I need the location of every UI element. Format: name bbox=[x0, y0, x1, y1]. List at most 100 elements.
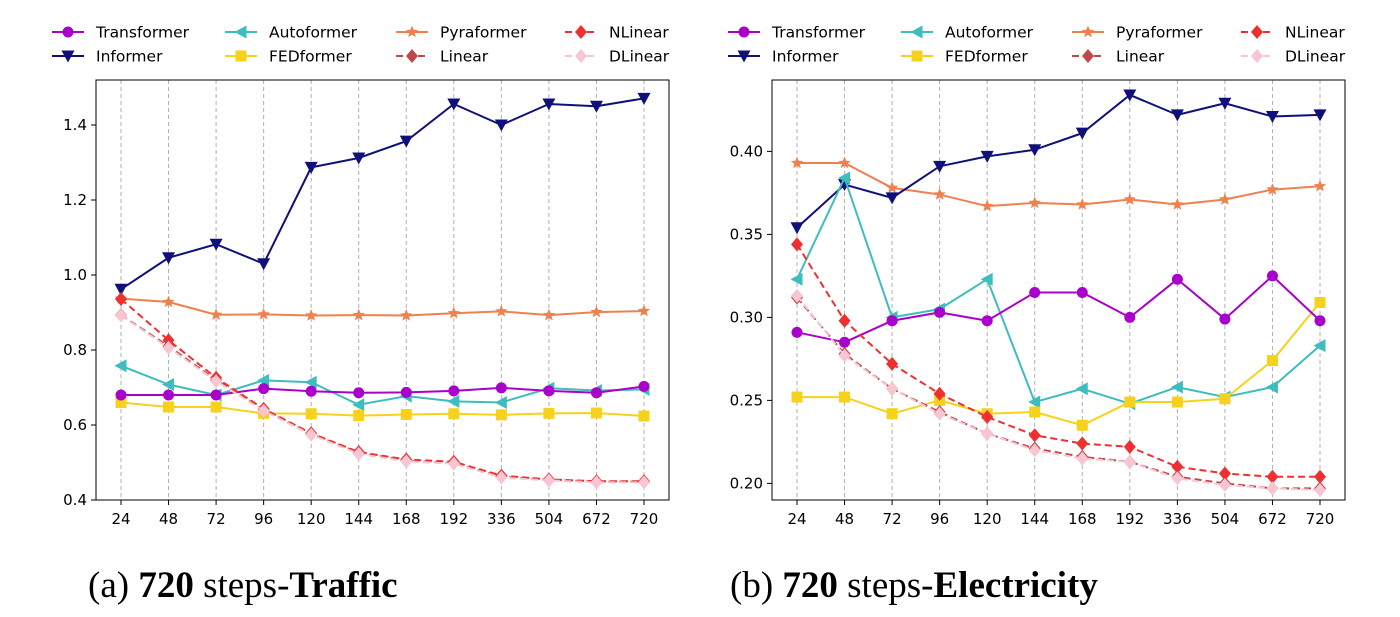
x-tick-label: 24 bbox=[111, 510, 130, 528]
point-autoformer-144 bbox=[1028, 395, 1041, 409]
caption-mid: steps- bbox=[847, 565, 933, 606]
legend-item-linear: Linear bbox=[396, 48, 489, 66]
y-tick-label: 0.30 bbox=[730, 308, 763, 326]
legend-label: Linear bbox=[440, 48, 489, 66]
series-line-dlinear bbox=[796, 295, 1321, 492]
point-transformer-168 bbox=[400, 386, 412, 398]
legend-item-autoformer: Autoformer bbox=[225, 24, 358, 42]
point-dlinear-144 bbox=[1028, 443, 1041, 458]
point-fedformer-504 bbox=[1219, 393, 1231, 405]
point-fedformer-48 bbox=[839, 391, 851, 403]
caption-electricity: (b) 720 steps-Electricity bbox=[730, 565, 1098, 606]
point-dlinear-720 bbox=[1314, 483, 1326, 498]
point-dlinear-192 bbox=[1123, 454, 1136, 469]
legend-marker bbox=[1082, 49, 1094, 63]
series-line-dlinear bbox=[120, 314, 644, 484]
x-tick-label: 504 bbox=[1211, 510, 1240, 528]
x-tick-label: 72 bbox=[207, 510, 226, 528]
series-informer bbox=[114, 92, 651, 296]
point-nlinear-144 bbox=[1028, 428, 1041, 443]
point-transformer-672 bbox=[590, 387, 602, 399]
legend-marker bbox=[62, 26, 74, 38]
point-informer-720 bbox=[637, 92, 651, 105]
point-transformer-168 bbox=[1076, 286, 1088, 298]
legend-label: Informer bbox=[96, 48, 163, 66]
point-fedformer-120 bbox=[305, 408, 317, 420]
legend-item-fedformer: FEDformer bbox=[225, 48, 352, 66]
point-informer-120 bbox=[304, 161, 318, 174]
caption-space bbox=[773, 565, 782, 606]
point-informer-144 bbox=[1028, 144, 1042, 157]
y-axis: 0.20 0.25 0.30 0.35 0.40 bbox=[730, 142, 772, 492]
point-autoformer-24 bbox=[790, 272, 803, 286]
point-nlinear-24 bbox=[115, 292, 127, 306]
y-tick-label: 0.8 bbox=[63, 341, 87, 359]
point-fedformer-504 bbox=[543, 407, 555, 419]
point-dlinear-48 bbox=[838, 348, 851, 363]
point-dlinear-672 bbox=[590, 475, 603, 490]
legend: Transformer Autoformer Pyraformer NLinear In… bbox=[52, 24, 670, 66]
y-tick-label: 1.0 bbox=[63, 266, 87, 284]
point-informer-504 bbox=[1218, 97, 1232, 110]
point-fedformer-336 bbox=[1171, 396, 1183, 408]
point-fedformer-672 bbox=[590, 407, 602, 419]
point-fedformer-144 bbox=[353, 410, 365, 422]
point-autoformer-120 bbox=[304, 375, 317, 389]
series-linear bbox=[115, 308, 650, 489]
legend-label: NLinear bbox=[609, 24, 669, 42]
point-fedformer-72 bbox=[886, 408, 898, 420]
legend-label: DLinear bbox=[1285, 48, 1346, 66]
x-tick-label: 168 bbox=[392, 510, 421, 528]
caption-space bbox=[194, 565, 203, 606]
caption-bold1: 720 bbox=[782, 565, 838, 606]
point-pyraformer-336 bbox=[1171, 198, 1184, 210]
legend-label: DLinear bbox=[609, 48, 670, 66]
point-transformer-96 bbox=[258, 383, 270, 395]
point-informer-96 bbox=[257, 258, 271, 271]
point-pyraformer-96 bbox=[933, 188, 946, 200]
point-nlinear-168 bbox=[1076, 436, 1089, 451]
point-fedformer-192 bbox=[1124, 396, 1136, 408]
legend-marker bbox=[406, 49, 418, 63]
chart-electricity: 24 48 72 96 120 144 168 192 336 504 672 720 0.20 0.25… bbox=[728, 24, 1346, 606]
series-autoformer bbox=[790, 171, 1326, 411]
point-dlinear-24 bbox=[791, 288, 803, 303]
x-tick-label: 672 bbox=[1258, 510, 1287, 528]
point-transformer-120 bbox=[305, 385, 317, 397]
x-tick-label: 720 bbox=[630, 510, 659, 528]
point-nlinear-672 bbox=[1266, 469, 1279, 484]
point-pyraformer-72 bbox=[885, 181, 899, 194]
point-transformer-192 bbox=[1124, 311, 1136, 323]
point-pyraformer-336 bbox=[495, 304, 508, 317]
point-dlinear-144 bbox=[352, 446, 365, 461]
point-fedformer-336 bbox=[495, 409, 507, 421]
legend: Transformer Autoformer Pyraformer NLinear In… bbox=[728, 24, 1346, 66]
series-pyraformer bbox=[790, 156, 1327, 212]
caption-prefix: (a) bbox=[88, 565, 129, 606]
point-pyraformer-168 bbox=[400, 309, 413, 321]
series-line-nlinear bbox=[796, 243, 1320, 478]
x-tick-label: 96 bbox=[930, 510, 949, 528]
point-nlinear-120 bbox=[981, 409, 994, 424]
point-pyraformer-144 bbox=[352, 308, 365, 321]
point-pyraformer-192 bbox=[447, 306, 461, 319]
plot-frame bbox=[95, 79, 670, 501]
caption-space bbox=[838, 565, 847, 606]
point-dlinear-96 bbox=[933, 406, 946, 421]
point-dlinear-336 bbox=[1171, 471, 1184, 486]
legend-marker bbox=[1251, 49, 1263, 63]
point-transformer-504 bbox=[1219, 313, 1231, 325]
legend-marker bbox=[234, 25, 247, 39]
series-transformer bbox=[115, 380, 650, 401]
point-fedformer-48 bbox=[163, 401, 175, 413]
point-nlinear-24 bbox=[791, 237, 803, 252]
series-line-informer bbox=[120, 97, 645, 291]
point-pyraformer-192 bbox=[1123, 193, 1136, 205]
point-dlinear-120 bbox=[305, 427, 318, 442]
point-autoformer-96 bbox=[257, 373, 270, 387]
point-autoformer-24 bbox=[114, 359, 127, 373]
point-informer-144 bbox=[352, 152, 366, 165]
grid-lines bbox=[796, 80, 1321, 500]
point-informer-48 bbox=[162, 252, 176, 265]
point-dlinear-672 bbox=[1266, 481, 1279, 496]
